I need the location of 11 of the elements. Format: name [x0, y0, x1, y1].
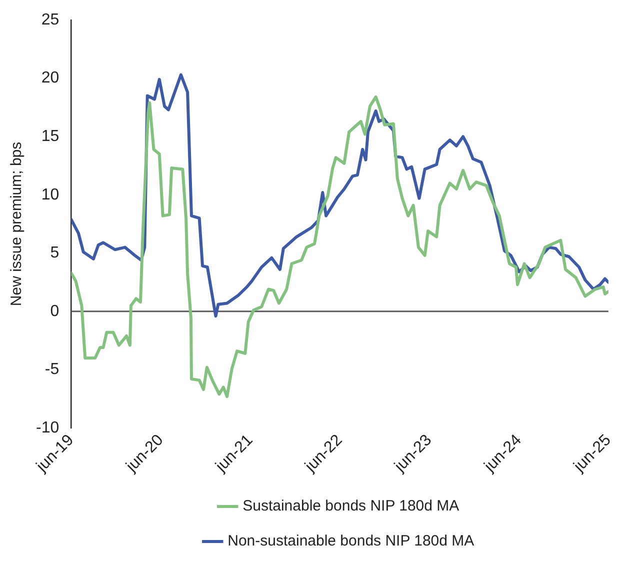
y-tick-label: -5 [44, 361, 60, 378]
legend-label: Non-sustainable bonds NIP 180d MA [228, 532, 474, 550]
y-tick-label: 15 [41, 128, 60, 145]
y-axis-title: New issue premium; bps [8, 142, 26, 306]
y-tick-label: 20 [41, 70, 60, 87]
y-tick-label: 5 [50, 244, 60, 262]
y-tick-label: 10 [41, 186, 60, 204]
y-tick-label: 25 [41, 11, 60, 28]
y-tick-label: -10 [36, 419, 60, 436]
legend-label: Sustainable bonds NIP 180d MA [242, 498, 460, 515]
y-tick-label: 0 [50, 302, 60, 320]
